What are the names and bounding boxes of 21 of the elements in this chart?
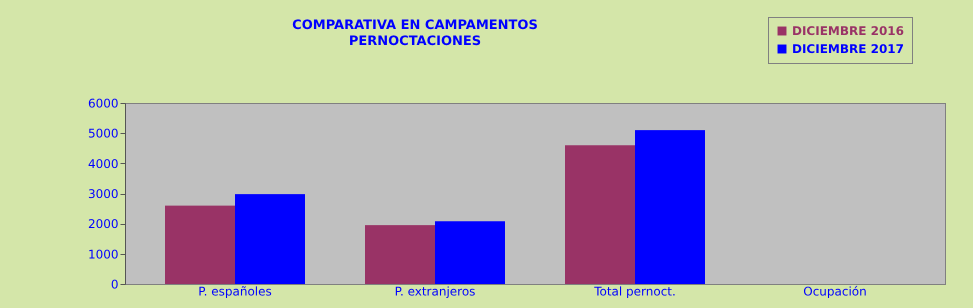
text: COMPARATIVA EN CAMPAMENTOS <box>292 18 538 33</box>
y-tick-label: 3000 <box>88 187 118 201</box>
bar <box>165 206 235 284</box>
bar <box>365 225 435 284</box>
x-tick-label: Total pernoct. <box>593 284 676 298</box>
bar <box>435 221 505 284</box>
bar <box>565 145 635 284</box>
legend-label: DICIEMBRE 2017 <box>792 42 904 56</box>
y-tick-label: 2000 <box>88 217 118 232</box>
y-tick-label: 5000 <box>88 126 118 141</box>
bar <box>235 194 305 284</box>
y-tick-label: 4000 <box>88 156 118 171</box>
x-tick-label: P. españoles <box>198 284 272 298</box>
legend-label: DICIEMBRE 2016 <box>792 24 904 38</box>
x-tick-label: P. extranjeros <box>394 284 476 298</box>
y-tick-label: 0 <box>110 278 118 292</box>
x-tick-label: Ocupación <box>803 284 867 298</box>
y-tick-label: 1000 <box>88 247 118 262</box>
bar <box>635 130 705 284</box>
text: PERNOCTACIONES <box>348 34 482 49</box>
y-tick-label: 6000 <box>88 96 118 110</box>
